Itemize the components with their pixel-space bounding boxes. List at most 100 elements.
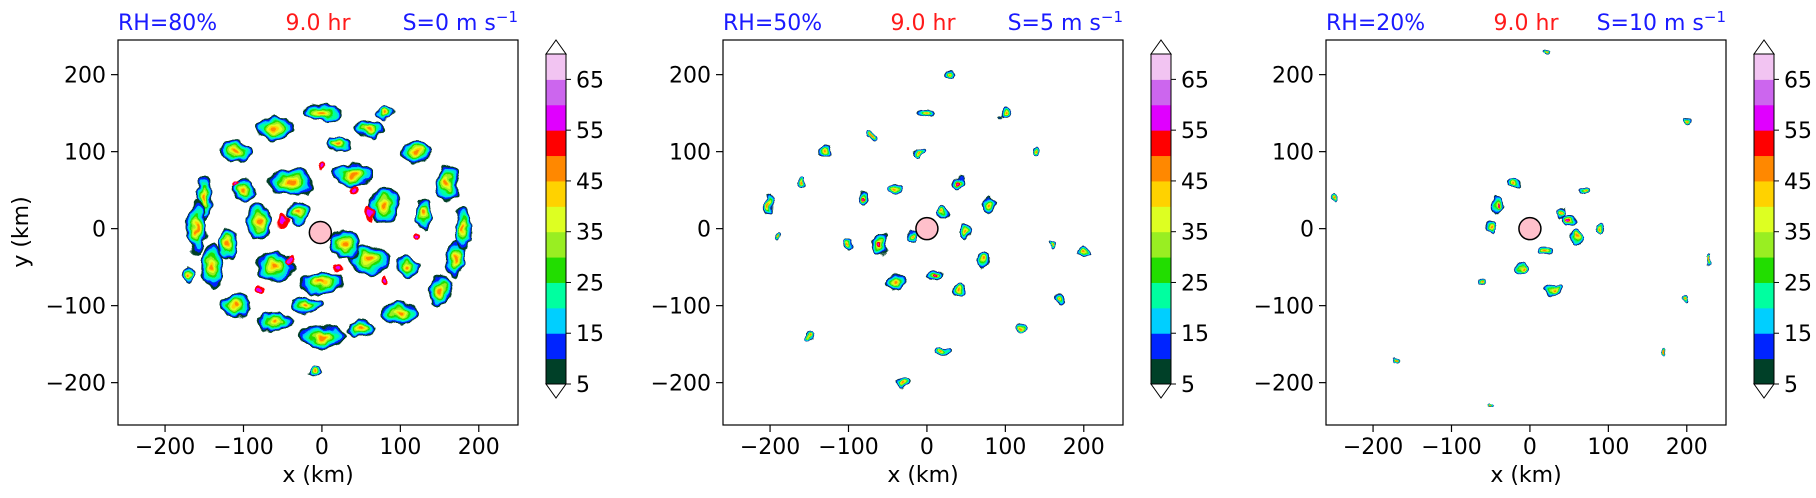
- colorbar-segment: [546, 130, 566, 157]
- colorbar-segment: [546, 180, 566, 207]
- panel-2-echo-cell: [800, 181, 803, 184]
- colorbar-segment: [546, 104, 566, 131]
- colorbar-extend-min: [1753, 383, 1775, 399]
- panel-2-echo-core: [957, 181, 960, 184]
- panel-2-x-ticks: −200 −100 0 100 200: [740, 425, 1105, 460]
- panel-1-echo-cell: [445, 179, 450, 186]
- colorbar-segment: [546, 155, 566, 182]
- panel-1-echo-core: [288, 257, 293, 262]
- colorbar-extend-max: [1150, 39, 1172, 55]
- colorbar-tick-label: 15: [1784, 322, 1812, 347]
- x-tick-label: 0: [315, 435, 329, 460]
- panel-2-x-label: x (km): [887, 463, 958, 488]
- y-tick-label: 200: [64, 64, 106, 89]
- panel-1-echo-cell: [413, 149, 419, 154]
- panel-1-echo-cell: [303, 304, 309, 308]
- panel-1-colorbar: 5 15 25 35 45 55 65: [545, 39, 604, 399]
- x-tick-label: 200: [1063, 435, 1105, 460]
- panel-2-echo-core: [878, 242, 882, 246]
- panel-3-echo-cell: [1395, 358, 1398, 361]
- panel-2-eye-marker: [915, 216, 939, 241]
- panel-3-echo-cell: [1685, 119, 1688, 122]
- panel-1-echo-cell: [271, 264, 278, 270]
- panel-3-echo-cell: [1583, 189, 1586, 192]
- colorbar-tick-label: 45: [576, 170, 604, 195]
- panel-1-echo-cell: [318, 334, 326, 339]
- panel-1-echo-cell: [241, 188, 246, 192]
- colorbar-segment: [546, 307, 566, 334]
- colorbar-tick-label: 35: [1784, 221, 1812, 246]
- panel-3: RH=20% 9.0 hr S=10 m s−1 −200 −100 0 100 200…: [1254, 8, 1812, 488]
- panel-2-echo-cell: [847, 243, 850, 246]
- panel-1-radar-field: [182, 103, 471, 376]
- panel-1-echo-cell: [271, 319, 278, 323]
- colorbar-tick-label: 25: [1784, 271, 1812, 296]
- panel-3-title-right: S=10 m s−1: [1597, 8, 1726, 36]
- panel-1-echo-cell: [233, 149, 238, 154]
- panel-3-echo-cell: [1575, 235, 1578, 238]
- panel-2-echo-cell: [871, 135, 874, 138]
- panel-1-plot-area: [182, 103, 471, 376]
- colorbar-segment: [1754, 358, 1774, 385]
- y-tick-label: 200: [669, 64, 711, 89]
- panel-2-echo-cell: [949, 73, 952, 76]
- panel-1-echo-cell: [350, 173, 357, 177]
- panel-1-echo-cell: [318, 280, 326, 285]
- colorbar-segment: [1754, 180, 1774, 207]
- colorbar-segment: [1151, 79, 1171, 106]
- panel-3-colorbar: 5 15 25 35 45 55 65: [1753, 39, 1812, 399]
- panel-3-echo-cell: [1513, 181, 1516, 184]
- panel-1-echo-cell: [397, 311, 404, 316]
- panel-3-echo-cell: [1662, 350, 1665, 353]
- panel-1-echo-cell: [271, 126, 278, 131]
- panel-3-title-center: 9.0 hr: [1494, 11, 1560, 36]
- panel-1-echo-cell: [318, 111, 325, 115]
- panel-3-x-ticks: −200 −100 0 100 200: [1343, 425, 1708, 460]
- panel-1-echo-cell: [195, 224, 198, 233]
- colorbar-tick-label: 5: [1784, 373, 1798, 398]
- panel-2-title-center: 9.0 hr: [891, 11, 957, 36]
- panel-1-title-center: 9.0 hr: [286, 11, 352, 36]
- colorbar-extend-max: [545, 39, 567, 55]
- panel-2-radar-field: [765, 70, 1089, 388]
- panel-2-echo-cell: [823, 150, 826, 153]
- x-tick-label: −200: [1343, 435, 1403, 460]
- panel-3-eye-marker: [1518, 216, 1542, 241]
- panel-2-echo-cell: [1020, 327, 1023, 330]
- colorbar-segment: [1754, 54, 1774, 80]
- panel-2-echo-cell: [894, 281, 897, 284]
- panel-1-title-right-main: S=0 m s: [403, 11, 496, 36]
- panel-2-echo-cell: [1004, 112, 1007, 115]
- panel-3-echo-cell: [1685, 296, 1688, 299]
- x-tick-label: −200: [135, 435, 195, 460]
- panel-2-colorbar: 5 15 25 35 45 55 65: [1150, 39, 1209, 399]
- panel-2-echo-cell: [965, 231, 968, 234]
- panel-1-echo-core: [367, 209, 371, 218]
- y-tick-label: 200: [1272, 64, 1314, 89]
- panel-2-echo-cell: [1082, 250, 1085, 253]
- panel-3-echo-cell: [1709, 258, 1712, 261]
- panel-3-plot-area: [1330, 48, 1713, 409]
- colorbar-tick-label: 15: [1181, 322, 1209, 347]
- panel-3-x-label: x (km): [1490, 463, 1561, 488]
- panel-2-echo-cell: [941, 212, 944, 215]
- colorbar-segment: [1754, 231, 1774, 258]
- panel-2-title-left: RH=50%: [723, 11, 822, 36]
- colorbar-tick-label: 25: [576, 271, 604, 296]
- x-tick-label: −100: [818, 435, 878, 460]
- panel-1-echo-cell: [233, 303, 238, 308]
- panel-2-echo-cell: [808, 335, 811, 338]
- x-tick-label: 100: [379, 435, 421, 460]
- colorbar-segment: [1151, 155, 1171, 182]
- x-tick-label: −100: [213, 435, 273, 460]
- panel-2-title-right-exp: −1: [1101, 8, 1123, 26]
- panel-1-echo-core: [280, 216, 286, 226]
- panel-3-echo-core: [1568, 219, 1571, 222]
- colorbar-segment: [546, 206, 566, 233]
- x-tick-label: 0: [920, 435, 934, 460]
- y-tick-label: −200: [651, 372, 711, 397]
- panel-3-echo-cell: [1489, 227, 1492, 230]
- panel-2-echo-cell: [918, 150, 921, 153]
- panel-1-echo-cell: [312, 370, 316, 373]
- colorbar-segment: [1151, 130, 1171, 157]
